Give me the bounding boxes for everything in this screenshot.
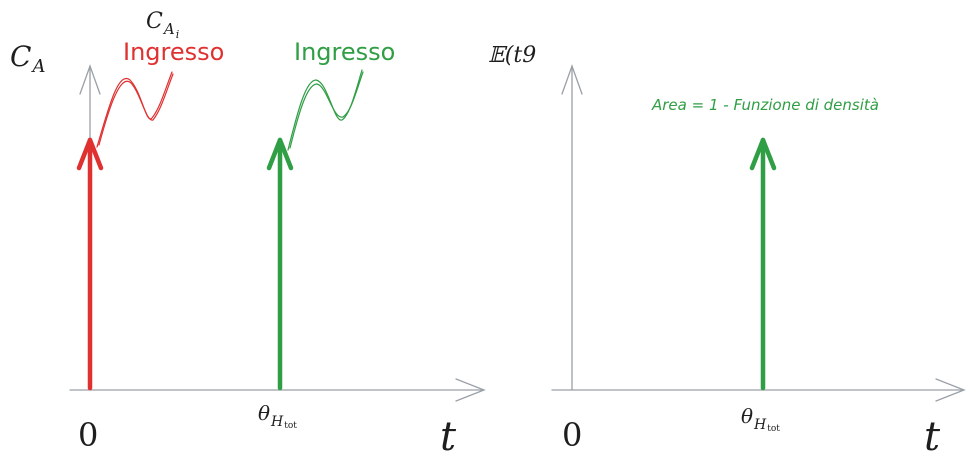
- right-origin-label: 0: [562, 416, 582, 454]
- red-wavy-connector: [96, 71, 174, 148]
- red-annotation-formula: CAi: [146, 9, 179, 41]
- green-impulse-arrow: [266, 137, 294, 391]
- green-wavy-connector: [287, 69, 364, 151]
- right-panel: 𝔼(t9 Area = 1 - Funzione di densità 0 θH…: [488, 43, 966, 460]
- right-tick-label: θHtot: [741, 404, 780, 434]
- left-tick-label: θHtot: [258, 401, 297, 431]
- right-x-axis: [551, 378, 966, 402]
- left-x-axis-label: t: [440, 414, 457, 460]
- left-origin-label: 0: [78, 416, 98, 454]
- red-annotation-text: Ingresso: [123, 38, 224, 66]
- red-impulse-arrow: [76, 137, 104, 391]
- right-y-axis-label: 𝔼(t9: [488, 43, 536, 68]
- left-x-axis: [69, 378, 486, 402]
- left-panel: CA CAi Ingresso Ingresso 0 θHtot t: [10, 9, 486, 460]
- right-green-impulse-arrow: [749, 137, 777, 391]
- right-x-axis-label: t: [924, 414, 941, 460]
- right-y-axis: [561, 64, 583, 391]
- right-annotation-text: Area = 1 - Funzione di densità: [651, 96, 879, 114]
- left-y-axis-label: CA: [10, 40, 45, 77]
- green-annotation-text: Ingresso: [294, 38, 395, 66]
